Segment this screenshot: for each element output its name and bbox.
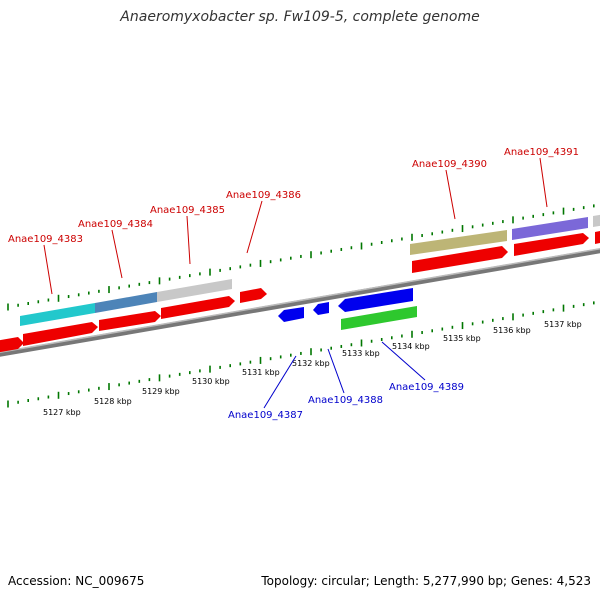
cds-arrow-red[interactable] — [0, 337, 24, 353]
feature-bar-steelblue[interactable] — [95, 292, 157, 313]
feature-bar-purple[interactable] — [512, 217, 588, 240]
accession-text: Accession: NC_009675 — [8, 574, 145, 588]
gene-leader-line — [186, 215, 191, 265]
gene-label[interactable]: Anae109_4385 — [150, 205, 225, 216]
gene-leader-line — [43, 244, 53, 295]
cds-arrow-red[interactable] — [23, 322, 98, 346]
gene-label[interactable]: Anae109_4387 — [228, 410, 303, 421]
gene-leader-line — [263, 355, 297, 409]
scale-tick-label: 5135 kbp — [443, 334, 481, 343]
feature-bar-grey-2[interactable] — [593, 214, 600, 227]
genome-summary-text: Topology: circular; Length: 5,277,990 bp… — [261, 574, 591, 588]
gene-leader-line — [445, 169, 456, 220]
cds-arrow-blue[interactable] — [313, 302, 329, 315]
gene-label[interactable]: Anae109_4383 — [8, 234, 83, 245]
forward-feature-bars — [20, 214, 600, 326]
gene-leader-line — [246, 200, 263, 254]
feature-bar-khaki[interactable] — [410, 230, 507, 255]
cds-arrow-red[interactable] — [595, 230, 600, 244]
forward-scale-track — [7, 204, 595, 311]
reverse-scale-track — [7, 301, 595, 408]
genome-backbone — [0, 248, 600, 357]
reverse-cds-arrows — [278, 288, 417, 330]
gene-label[interactable]: Anae109_4389 — [389, 382, 464, 393]
cds-arrow-red[interactable] — [412, 246, 508, 273]
gene-leader-line — [327, 348, 345, 394]
scale-tick-label: 5128 kbp — [94, 397, 132, 406]
gene-label[interactable]: Anae109_4388 — [308, 395, 383, 406]
gene-leader-line — [381, 341, 426, 381]
scale-tick-label: 5132 kbp — [292, 359, 330, 368]
scale-tick-label: 5133 kbp — [342, 349, 380, 358]
scale-tick-label: 5127 kbp — [43, 408, 81, 417]
cds-arrow-red[interactable] — [240, 288, 267, 303]
cds-arrow-blue[interactable] — [278, 307, 304, 322]
cds-arrow-red[interactable] — [514, 233, 589, 256]
gene-label[interactable]: Anae109_4386 — [226, 190, 301, 201]
gene-label[interactable]: Anae109_4390 — [412, 159, 487, 170]
genome-backbone-highlight — [0, 247, 600, 354]
feature-bar-cyan[interactable] — [20, 303, 95, 326]
cds-arrow-red[interactable] — [99, 311, 161, 331]
diagram-title: Anaeromyxobacter sp. Fw109-5, complete g… — [120, 9, 480, 25]
scale-tick-labels: 5127 kbp 5128 kbp 5129 kbp 5130 kbp 5131 kbp… — [43, 320, 582, 417]
gene-labels: Anae109_4383Anae109_4384Anae109_4385Anae… — [8, 147, 579, 421]
feature-bar-grey[interactable] — [157, 279, 232, 302]
gene-leader-line — [111, 229, 123, 279]
scale-tick-label: 5137 kbp — [544, 320, 582, 329]
scale-tick-label: 5136 kbp — [493, 326, 531, 335]
scale-tick-label: 5131 kbp — [242, 368, 280, 377]
gene-label[interactable]: Anae109_4384 — [78, 219, 153, 230]
gene-leader-line — [539, 157, 548, 208]
scale-tick-label: 5134 kbp — [392, 342, 430, 351]
scale-tick-label: 5129 kbp — [142, 387, 180, 396]
cds-arrow-blue[interactable] — [338, 288, 413, 312]
forward-cds-arrows — [0, 230, 600, 353]
cds-arrow-red[interactable] — [161, 296, 235, 319]
scale-tick-label: 5130 kbp — [192, 377, 230, 386]
gene-label[interactable]: Anae109_4391 — [504, 147, 579, 158]
feature-bar-green[interactable] — [341, 306, 417, 330]
